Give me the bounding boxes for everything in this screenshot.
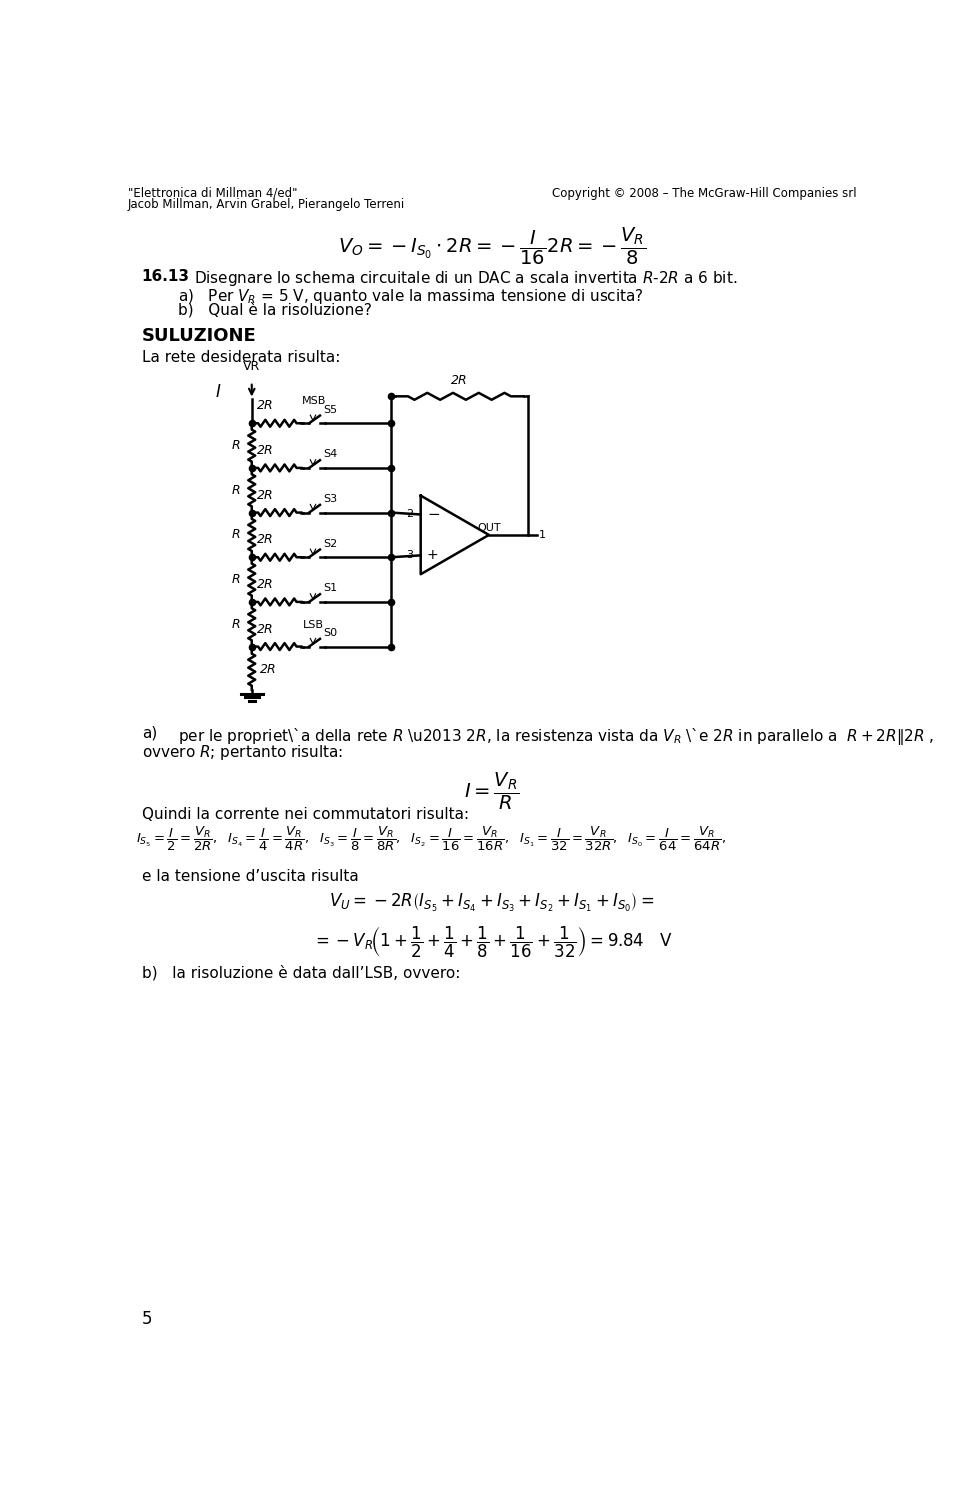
Text: 2R: 2R xyxy=(257,623,274,636)
Text: per le propriet\`a della rete $R$ \u2013 2$R$, la resistenza vista da $V_R$ \`e : per le propriet\`a della rete $R$ \u2013… xyxy=(179,726,934,747)
Text: S1: S1 xyxy=(324,583,337,593)
Text: $V_O = -I_{S_0} \cdot 2R = -\dfrac{I}{16} 2R = -\dfrac{V_R}{8}$: $V_O = -I_{S_0} \cdot 2R = -\dfrac{I}{16… xyxy=(338,226,646,267)
Text: MSB: MSB xyxy=(301,396,326,407)
Text: +: + xyxy=(427,548,439,562)
Text: $I = \dfrac{V_R}{R}$: $I = \dfrac{V_R}{R}$ xyxy=(465,771,519,812)
Text: La rete desiderata risulta:: La rete desiderata risulta: xyxy=(142,349,340,364)
Text: a): a) xyxy=(142,726,156,741)
Text: R: R xyxy=(231,617,240,631)
Text: 3: 3 xyxy=(406,550,413,560)
Text: b)   Qual è la risoluzione?: b) Qual è la risoluzione? xyxy=(179,303,372,318)
Text: SULUZIONE: SULUZIONE xyxy=(142,327,256,345)
Text: "Elettronica di Millman 4/ed": "Elettronica di Millman 4/ed" xyxy=(128,187,298,200)
Text: Disegnare lo schema circuitale di un DAC a scala invertita $R$-2$R$ a 6 bit.: Disegnare lo schema circuitale di un DAC… xyxy=(194,270,737,288)
Text: S2: S2 xyxy=(324,539,337,548)
Text: 16.13: 16.13 xyxy=(142,270,190,285)
Text: S5: S5 xyxy=(324,405,337,414)
Text: $= -V_R\!\left(1+\dfrac{1}{2}+\dfrac{1}{4}+\dfrac{1}{8}+\dfrac{1}{16}+\dfrac{1}{: $= -V_R\!\left(1+\dfrac{1}{2}+\dfrac{1}{… xyxy=(312,925,672,959)
Text: Quindi la corrente nei commutatori risulta:: Quindi la corrente nei commutatori risul… xyxy=(142,807,468,822)
Text: 1: 1 xyxy=(539,530,545,541)
Text: S0: S0 xyxy=(324,628,337,639)
Text: 2R: 2R xyxy=(257,533,274,547)
Text: ovvero $R$; pertanto risulta:: ovvero $R$; pertanto risulta: xyxy=(142,742,343,762)
Text: 2R: 2R xyxy=(259,663,276,676)
Text: S4: S4 xyxy=(324,449,337,459)
Text: R: R xyxy=(231,483,240,497)
Text: 2R: 2R xyxy=(257,578,274,592)
Text: Copyright © 2008 – The McGraw-Hill Companies srl: Copyright © 2008 – The McGraw-Hill Compa… xyxy=(552,187,856,200)
Text: 2: 2 xyxy=(406,509,413,520)
Text: VR: VR xyxy=(243,360,260,373)
Text: 5: 5 xyxy=(142,1310,153,1328)
Text: $V_U = -2R\left(I_{S_5}+I_{S_4}+I_{S_3}+I_{S_2}+I_{S_1}+I_{S_0}\right) =$: $V_U = -2R\left(I_{S_5}+I_{S_4}+I_{S_3}+… xyxy=(329,892,655,914)
Text: −: − xyxy=(427,508,440,523)
Text: Jacob Millman, Arvin Grabel, Pierangelo Terreni: Jacob Millman, Arvin Grabel, Pierangelo … xyxy=(128,197,405,211)
Text: 2R: 2R xyxy=(451,373,468,387)
Text: I: I xyxy=(216,383,221,401)
Text: e la tensione d’uscita risulta: e la tensione d’uscita risulta xyxy=(142,869,358,884)
Text: LSB: LSB xyxy=(303,619,324,630)
Text: OUT: OUT xyxy=(477,523,501,533)
Text: b)   la risoluzione è data dall’LSB, ovvero:: b) la risoluzione è data dall’LSB, ovver… xyxy=(142,965,460,980)
Text: 2R: 2R xyxy=(257,444,274,458)
Text: R: R xyxy=(231,529,240,542)
Text: S3: S3 xyxy=(324,494,337,505)
Text: R: R xyxy=(231,440,240,452)
Text: 2R: 2R xyxy=(257,399,274,413)
Text: 2R: 2R xyxy=(257,489,274,501)
Text: $I_{S_5} = \dfrac{I}{2} = \dfrac{V_R}{2R},$  $I_{S_4} = \dfrac{I}{4} = \dfrac{V_: $I_{S_5} = \dfrac{I}{2} = \dfrac{V_R}{2R… xyxy=(135,824,726,852)
Text: R: R xyxy=(231,574,240,586)
Text: a)   Per $V_R$ = 5 V, quanto vale la massima tensione di uscita?: a) Per $V_R$ = 5 V, quanto vale la massi… xyxy=(179,288,644,306)
